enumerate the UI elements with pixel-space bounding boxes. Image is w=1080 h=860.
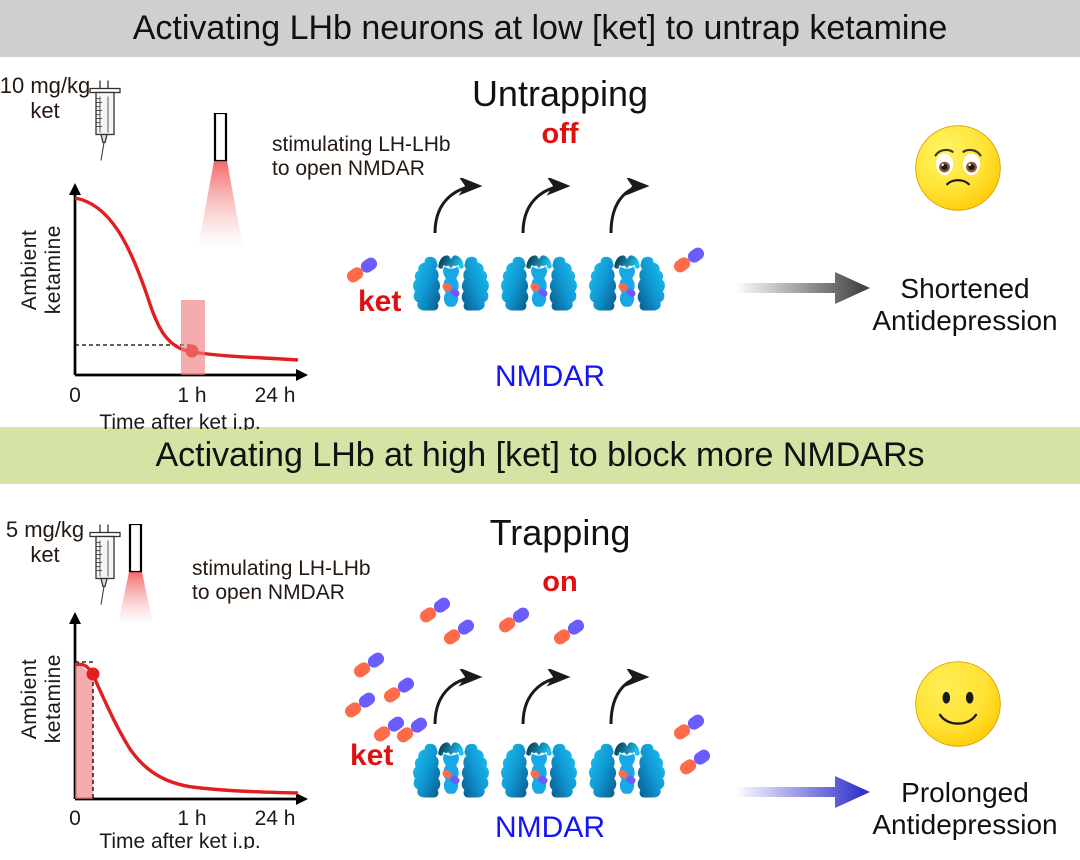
- svg-text:1 h: 1 h: [177, 384, 206, 407]
- svg-text:Time after ket i.p.: Time after ket i.p.: [99, 411, 260, 430]
- svg-text:24 h: 24 h: [255, 807, 296, 830]
- svg-text:0: 0: [69, 384, 81, 407]
- svg-text:Time after ket i.p.: Time after ket i.p.: [99, 830, 260, 849]
- svg-text:24 h: 24 h: [255, 384, 296, 407]
- svg-text:0: 0: [69, 807, 81, 830]
- svg-text:1 h: 1 h: [177, 807, 206, 830]
